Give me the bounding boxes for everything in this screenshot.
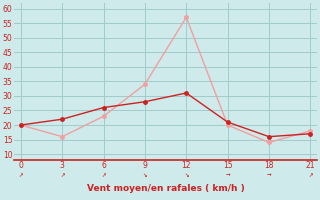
Text: ↗: ↗ — [60, 170, 65, 179]
Text: ↘: ↘ — [184, 170, 188, 179]
Text: ↗: ↗ — [308, 170, 313, 179]
Text: ↗: ↗ — [19, 170, 23, 179]
X-axis label: Vent moyen/en rafales ( km/h ): Vent moyen/en rafales ( km/h ) — [87, 184, 244, 193]
Text: →: → — [267, 170, 271, 179]
Text: ↗: ↗ — [101, 170, 106, 179]
Text: →: → — [225, 170, 230, 179]
Text: ↘: ↘ — [143, 170, 147, 179]
